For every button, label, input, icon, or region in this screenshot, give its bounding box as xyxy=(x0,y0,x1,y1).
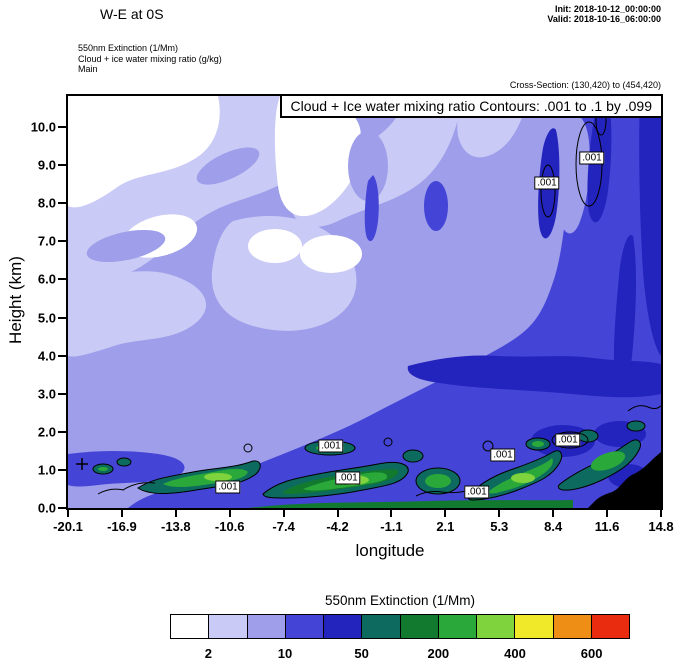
x-tick-mark xyxy=(660,510,662,517)
plot-area: Cloud + Ice water mixing ratio Contours:… xyxy=(66,94,663,510)
x-tick-mark xyxy=(390,510,393,517)
contour-label: .001 xyxy=(579,151,605,165)
x-tick-mark xyxy=(552,510,555,517)
x-tick-mark xyxy=(282,510,285,517)
x-tick-mark xyxy=(606,510,609,517)
init-time: Init: 2018-10-12_00:00:00 xyxy=(554,4,661,14)
colorbar-cell xyxy=(552,614,592,639)
y-tick-mark xyxy=(58,507,66,509)
y-tick-mark xyxy=(58,468,66,471)
y-tick-mark xyxy=(58,240,66,243)
x-tick-label: -7.4 xyxy=(272,519,295,534)
x-tick-mark xyxy=(498,510,501,517)
x-tick-mark xyxy=(174,510,177,517)
colorbar-tick-label: 10 xyxy=(277,646,293,661)
colorbar-cell xyxy=(476,614,516,639)
colorbar-title: 550nm Extinction (1/Mm) xyxy=(324,593,476,608)
x-tick-label: 8.4 xyxy=(544,519,563,534)
legend-line-domain: Main xyxy=(78,64,98,74)
colorbar-cell xyxy=(323,614,363,639)
y-tick-mark xyxy=(58,430,66,433)
contour-info-box: Cloud + Ice water mixing ratio Contours:… xyxy=(279,94,663,118)
cross-section-start-marker xyxy=(76,458,88,470)
y-tick-label: 1.0 xyxy=(37,462,56,478)
colorbar-tick-label: 400 xyxy=(504,646,526,661)
colorbar-tick-label: 2 xyxy=(204,646,212,661)
y-tick-label: 5.0 xyxy=(37,310,56,325)
field-legend: 550nm Extinction (1/Mm) Cloud + ice wate… xyxy=(78,43,222,75)
x-tick-label: -4.2 xyxy=(326,519,349,534)
valid-time: Valid: 2018-10-16_06:00:00 xyxy=(547,14,661,24)
contour-label: .001 xyxy=(215,480,241,494)
contour-label: .001 xyxy=(318,439,344,453)
y-tick-mark xyxy=(58,202,66,205)
y-tick-mark xyxy=(58,164,66,167)
x-tick-mark xyxy=(444,510,447,517)
x-tick-label: -20.1 xyxy=(53,519,83,534)
x-tick-label: 11.6 xyxy=(594,519,620,534)
x-tick-mark xyxy=(67,510,69,517)
y-tick-label: 8.0 xyxy=(37,195,56,211)
y-tick-mark xyxy=(58,278,66,281)
x-tick-mark xyxy=(228,510,231,517)
y-tick-label: 7.0 xyxy=(37,233,56,249)
x-tick-label: -1.1 xyxy=(380,519,403,534)
x-tick-label: -10.6 xyxy=(214,519,245,534)
y-tick-label: 9.0 xyxy=(37,157,56,173)
x-tick-label: -16.9 xyxy=(107,519,137,534)
y-tick-label: 4.0 xyxy=(37,348,56,364)
y-tick-mark xyxy=(58,354,66,357)
y-tick-mark xyxy=(58,126,66,128)
colorbar-cell xyxy=(284,614,324,639)
x-tick-mark xyxy=(120,510,123,517)
x-tick-label: 5.3 xyxy=(490,519,509,534)
x-tick-mark xyxy=(336,510,339,517)
legend-line-extinction: 550nm Extinction (1/Mm) xyxy=(78,43,179,53)
colorbar-cell xyxy=(208,614,248,639)
contour-label: .001 xyxy=(534,176,560,190)
colorbar-tick-label: 200 xyxy=(427,646,450,661)
colorbar-cell xyxy=(170,614,210,639)
y-tick-mark xyxy=(58,316,66,319)
x-axis-title: longitude xyxy=(355,541,425,560)
terrain-silhouette xyxy=(588,452,661,508)
colorbar-cells xyxy=(170,614,630,639)
y-tick-label: 0.0 xyxy=(37,500,56,516)
contour-label: .001 xyxy=(464,485,490,499)
colorbar-cell xyxy=(246,614,286,639)
x-tick-label: -13.8 xyxy=(160,519,191,534)
colorbar-tick-label: 50 xyxy=(354,646,369,661)
colorbar-cell xyxy=(361,614,401,639)
contour-label: .001 xyxy=(335,471,361,485)
colorbar-cell xyxy=(590,614,630,639)
contour-field-plot xyxy=(68,96,661,508)
y-tick-label: 2.0 xyxy=(37,424,56,440)
y-tick-label: 10.0 xyxy=(30,119,56,135)
figure-title: W-E at 0S xyxy=(100,6,164,22)
colorbar-cell xyxy=(399,614,439,639)
y-tick-label: 3.0 xyxy=(37,386,56,402)
y-tick-mark xyxy=(58,392,66,395)
extinction-blue-plume xyxy=(68,96,661,508)
colorbar-cell xyxy=(514,614,554,639)
x-tick-label: 2.1 xyxy=(436,519,455,534)
colorbar-tick-label: 600 xyxy=(580,646,603,661)
legend-line-cloud-ice: Cloud + ice water mixing ratio (g/kg) xyxy=(78,53,222,64)
cross-section-info: Cross-Section: (130,420) to (454,420) xyxy=(509,80,661,90)
y-tick-label: 6.0 xyxy=(37,271,56,287)
x-tick-label: 14.8 xyxy=(648,519,674,534)
contour-label: .001 xyxy=(490,448,516,462)
colorbar-cell xyxy=(437,614,477,639)
contour-label: .001 xyxy=(555,433,581,447)
y-axis-title: Height (km) xyxy=(6,256,25,344)
extinction-mottling xyxy=(86,131,388,263)
